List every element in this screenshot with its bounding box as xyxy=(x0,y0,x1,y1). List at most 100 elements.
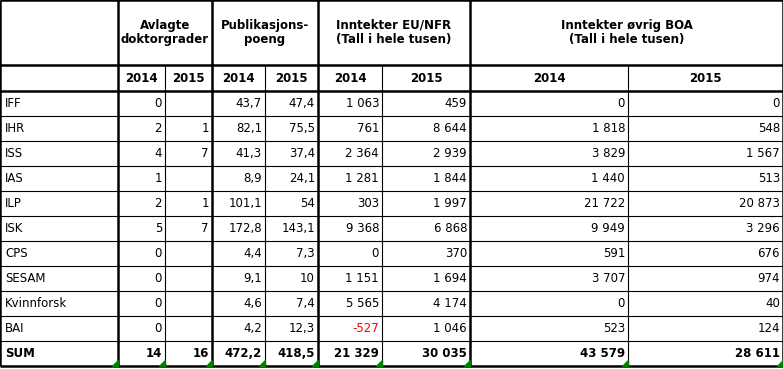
Text: CPS: CPS xyxy=(5,247,27,260)
Polygon shape xyxy=(259,360,265,366)
Text: SUM: SUM xyxy=(5,347,35,360)
Text: 2015: 2015 xyxy=(172,72,205,85)
Text: 0: 0 xyxy=(154,272,162,285)
Text: 2: 2 xyxy=(154,197,162,210)
Text: 303: 303 xyxy=(357,197,379,210)
Text: BAI: BAI xyxy=(5,322,24,335)
Text: 12,3: 12,3 xyxy=(289,322,315,335)
Text: 2 939: 2 939 xyxy=(433,147,467,160)
Text: 20 873: 20 873 xyxy=(739,197,780,210)
Text: ISS: ISS xyxy=(5,147,23,160)
Text: 7: 7 xyxy=(201,222,209,235)
Text: 1 063: 1 063 xyxy=(345,97,379,110)
Text: 1 844: 1 844 xyxy=(433,172,467,185)
Polygon shape xyxy=(159,360,165,366)
Text: ISK: ISK xyxy=(5,222,23,235)
Text: 16: 16 xyxy=(193,347,209,360)
Text: 3 707: 3 707 xyxy=(591,272,625,285)
Text: 75,5: 75,5 xyxy=(289,122,315,135)
Text: 101,1: 101,1 xyxy=(229,197,262,210)
Text: 21 722: 21 722 xyxy=(584,197,625,210)
Text: 1 997: 1 997 xyxy=(433,197,467,210)
Text: 2014: 2014 xyxy=(334,72,366,85)
Text: 8,9: 8,9 xyxy=(244,172,262,185)
Text: 82,1: 82,1 xyxy=(236,122,262,135)
Text: 0: 0 xyxy=(618,297,625,310)
Text: 1 151: 1 151 xyxy=(345,272,379,285)
Text: 3 296: 3 296 xyxy=(746,222,780,235)
Text: 4,6: 4,6 xyxy=(244,297,262,310)
Text: 43 579: 43 579 xyxy=(580,347,625,360)
Text: 4 174: 4 174 xyxy=(433,297,467,310)
Text: Avlagte
doktorgrader: Avlagte doktorgrader xyxy=(121,18,209,46)
Text: 14: 14 xyxy=(146,347,162,360)
Text: 2015: 2015 xyxy=(275,72,308,85)
Text: 7: 7 xyxy=(201,147,209,160)
Text: 6 868: 6 868 xyxy=(434,222,467,235)
Text: 40: 40 xyxy=(765,297,780,310)
Text: 8 644: 8 644 xyxy=(433,122,467,135)
Text: Publikasjons-
poeng: Publikasjons- poeng xyxy=(221,18,309,46)
Text: 2014: 2014 xyxy=(532,72,565,85)
Text: IAS: IAS xyxy=(5,172,23,185)
Text: IHR: IHR xyxy=(5,122,25,135)
Polygon shape xyxy=(312,360,318,366)
Text: 2 364: 2 364 xyxy=(345,147,379,160)
Polygon shape xyxy=(777,360,783,366)
Text: 7,4: 7,4 xyxy=(296,297,315,310)
Text: 5: 5 xyxy=(154,222,162,235)
Text: 1: 1 xyxy=(201,122,209,135)
Text: 418,5: 418,5 xyxy=(277,347,315,360)
Text: 30 035: 30 035 xyxy=(422,347,467,360)
Polygon shape xyxy=(206,360,212,366)
Text: 4,2: 4,2 xyxy=(244,322,262,335)
Text: 2014: 2014 xyxy=(222,72,254,85)
Text: 28 611: 28 611 xyxy=(735,347,780,360)
Text: 54: 54 xyxy=(300,197,315,210)
Polygon shape xyxy=(464,360,470,366)
Text: 548: 548 xyxy=(758,122,780,135)
Text: 7,3: 7,3 xyxy=(297,247,315,260)
Text: 1: 1 xyxy=(201,197,209,210)
Polygon shape xyxy=(376,360,382,366)
Text: 4: 4 xyxy=(154,147,162,160)
Text: 523: 523 xyxy=(603,322,625,335)
Text: 172,8: 172,8 xyxy=(229,222,262,235)
Text: 1 567: 1 567 xyxy=(746,147,780,160)
Text: 676: 676 xyxy=(757,247,780,260)
Text: 1 694: 1 694 xyxy=(433,272,467,285)
Text: Inntekter øvrig BOA
(Tall i hele tusen): Inntekter øvrig BOA (Tall i hele tusen) xyxy=(561,18,692,46)
Text: 9,1: 9,1 xyxy=(244,272,262,285)
Text: 43,7: 43,7 xyxy=(236,97,262,110)
Text: 37,4: 37,4 xyxy=(289,147,315,160)
Text: 3 829: 3 829 xyxy=(591,147,625,160)
Text: 2: 2 xyxy=(154,122,162,135)
Polygon shape xyxy=(622,360,628,366)
Text: 2015: 2015 xyxy=(410,72,442,85)
Text: 2014: 2014 xyxy=(125,72,158,85)
Polygon shape xyxy=(112,360,118,366)
Text: 1 281: 1 281 xyxy=(345,172,379,185)
Text: ILP: ILP xyxy=(5,197,22,210)
Text: 0: 0 xyxy=(154,297,162,310)
Text: 143,1: 143,1 xyxy=(281,222,315,235)
Text: 5 565: 5 565 xyxy=(345,297,379,310)
Text: 0: 0 xyxy=(154,322,162,335)
Text: 41,3: 41,3 xyxy=(236,147,262,160)
Text: 4,4: 4,4 xyxy=(244,247,262,260)
Text: 1 046: 1 046 xyxy=(433,322,467,335)
Text: 0: 0 xyxy=(154,247,162,260)
Text: 21 329: 21 329 xyxy=(334,347,379,360)
Text: 10: 10 xyxy=(300,272,315,285)
Text: Inntekter EU/NFR
(Tall i hele tusen): Inntekter EU/NFR (Tall i hele tusen) xyxy=(337,18,452,46)
Text: 1 818: 1 818 xyxy=(591,122,625,135)
Text: 591: 591 xyxy=(603,247,625,260)
Text: 0: 0 xyxy=(773,97,780,110)
Text: 2015: 2015 xyxy=(689,72,722,85)
Text: SESAM: SESAM xyxy=(5,272,45,285)
Text: 124: 124 xyxy=(757,322,780,335)
Text: 1 440: 1 440 xyxy=(591,172,625,185)
Text: 370: 370 xyxy=(445,247,467,260)
Text: -527: -527 xyxy=(352,322,379,335)
Text: 9 949: 9 949 xyxy=(591,222,625,235)
